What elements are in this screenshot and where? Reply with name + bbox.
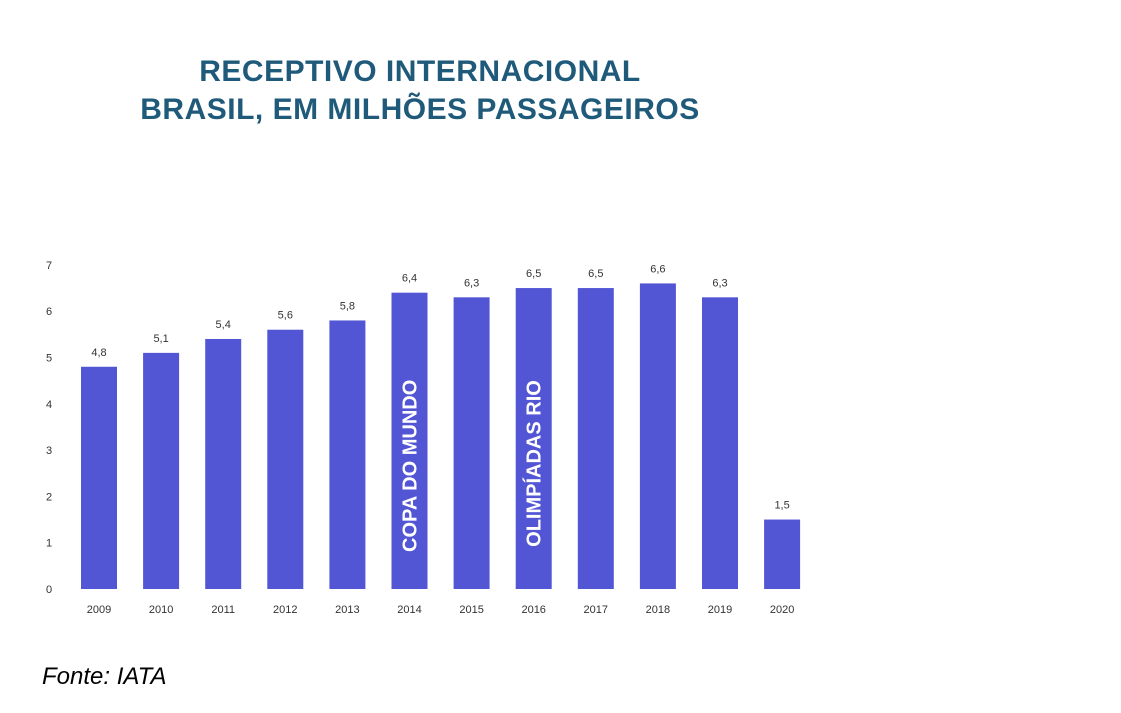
bar-2020: [764, 519, 801, 589]
value-label-2016: 6,5: [526, 268, 541, 280]
bar-2019: [702, 297, 738, 589]
y-tick-label: 7: [46, 260, 52, 272]
y-tick-label: 3: [46, 445, 52, 457]
x-tick-label-2012: 2012: [273, 604, 297, 616]
bar-2009: [81, 366, 117, 589]
bar-2018: [639, 283, 676, 589]
value-label-2013: 5,8: [340, 300, 355, 312]
x-tick-label-2016: 2016: [521, 604, 545, 616]
y-tick-label: 5: [46, 353, 52, 365]
bar-2016: [515, 288, 552, 589]
value-label-2019: 6,3: [712, 277, 727, 289]
x-tick-label-2019: 2019: [708, 604, 732, 616]
x-tick-label-2015: 2015: [459, 604, 483, 616]
chart-title-line1: RECEPTIVO INTERNACIONAL: [199, 55, 641, 88]
x-tick-label-2017: 2017: [584, 604, 608, 616]
x-tick-label-2013: 2013: [335, 604, 359, 616]
x-tick-label-2010: 2010: [149, 604, 173, 616]
x-tick-label-2011: 2011: [211, 604, 235, 616]
bar-2011: [205, 338, 242, 589]
bar-2017: [577, 288, 614, 589]
value-label-2010: 5,1: [153, 333, 168, 345]
bar-annotation-2016: OLIMPÍADAS RIO: [523, 380, 546, 547]
x-tick-label-2020: 2020: [770, 604, 794, 616]
value-label-2018: 6,6: [650, 263, 665, 275]
bar-2015: [453, 297, 490, 589]
y-tick-label: 0: [46, 584, 52, 596]
x-tick-label-2009: 2009: [87, 604, 111, 616]
bar-2013: [329, 320, 366, 589]
x-tick-label-2014: 2014: [397, 604, 421, 616]
value-label-2009: 4,8: [91, 347, 106, 359]
y-tick-label: 6: [46, 306, 52, 318]
bar-2014: [391, 292, 428, 589]
y-tick-label: 1: [46, 538, 52, 550]
source-note: Fonte: IATA: [42, 663, 167, 690]
value-label-2017: 6,5: [588, 268, 603, 280]
value-label-2020: 1,5: [774, 500, 789, 512]
chart-title-line2: BRASIL, EM MILHÕES PASSAGEIROS: [140, 93, 700, 126]
value-label-2012: 5,6: [278, 310, 293, 322]
bar-2012: [267, 329, 304, 589]
y-tick-label: 4: [46, 399, 52, 411]
bar-annotation-2014: COPA DO MUNDO: [400, 380, 422, 552]
value-label-2011: 5,4: [216, 319, 231, 331]
value-label-2014: 6,4: [402, 273, 417, 285]
value-label-2015: 6,3: [464, 277, 479, 289]
x-tick-label-2018: 2018: [646, 604, 670, 616]
y-tick-label: 2: [46, 491, 52, 503]
bar-2010: [143, 352, 180, 589]
